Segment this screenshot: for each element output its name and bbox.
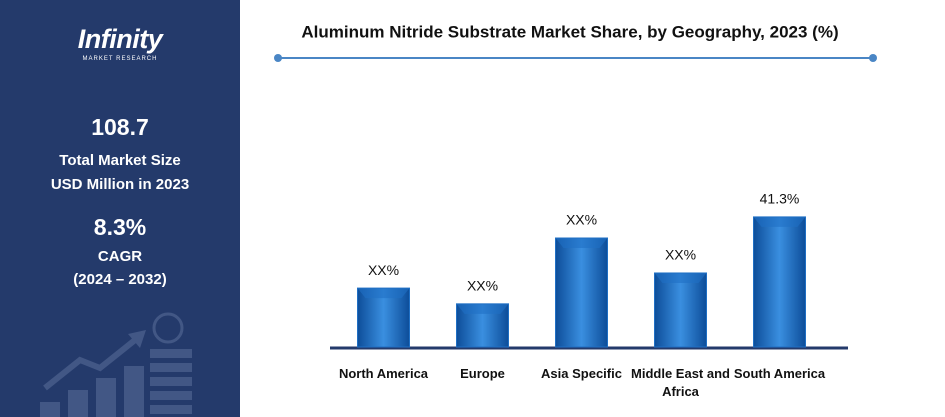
value-label: XX% <box>368 262 399 278</box>
bar <box>654 272 707 348</box>
value-label: 41.3% <box>760 191 800 207</box>
x-tick-label: North America <box>338 366 429 381</box>
market-size-label: Total Market Size <box>59 152 181 169</box>
bar-bevel <box>456 303 509 314</box>
cagr: 8.3% <box>93 214 147 240</box>
x-tick-label: South America <box>733 366 826 381</box>
logo-subtitle: MARKET RESEARCH <box>82 56 158 62</box>
x-tick-label: Asia Specific <box>541 366 622 381</box>
bar <box>555 237 608 348</box>
rule-dot <box>274 54 282 62</box>
value-label: XX% <box>566 212 597 228</box>
decor <box>40 312 192 417</box>
logo: Infinity <box>77 24 163 54</box>
chart-title: Aluminum Nitride Substrate Market Share,… <box>301 22 838 41</box>
value-label: XX% <box>467 278 498 294</box>
rule-dot <box>869 54 877 62</box>
cagr-label: CAGR <box>97 248 143 265</box>
bar <box>753 216 806 348</box>
cagr-period: (2024 – 2032) <box>73 271 167 288</box>
x-tick-label: Europe <box>460 366 505 381</box>
market-size-label: USD Million in 2023 <box>50 176 190 193</box>
market-size: 108.7 <box>91 114 149 140</box>
bar-bevel <box>357 288 410 299</box>
x-tick-label: Middle East and Africa <box>631 366 730 399</box>
bar-bevel <box>555 238 608 249</box>
sidebar: Infinity MARKET RESEARCH 108.7 Total Mar… <box>0 0 240 417</box>
bar-bevel <box>654 272 707 283</box>
bar-bevel <box>753 216 806 227</box>
value-label: XX% <box>665 247 696 263</box>
